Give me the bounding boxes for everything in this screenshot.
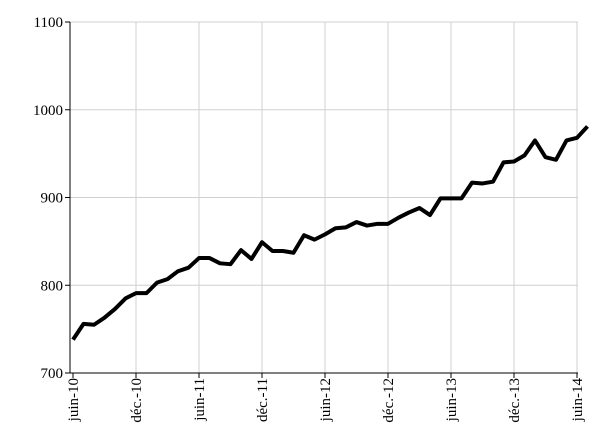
line	[71, 125, 589, 341]
x-tick-label: déc.-13	[507, 378, 523, 423]
x-tick-label: juin-11	[192, 378, 208, 422]
y-tick-label: 900	[41, 191, 64, 207]
y-tick-label: 800	[41, 278, 64, 294]
x-tick-label: juin-10	[66, 378, 82, 422]
x-tick-label: déc.-12	[381, 378, 397, 423]
y-tick-label: 1100	[34, 15, 63, 31]
y-tick-label: 1000	[33, 103, 63, 119]
y-tick-label: 700	[41, 366, 64, 382]
x-tick-label: juin-14	[570, 378, 586, 423]
x-tick-label: juin-12	[318, 378, 334, 422]
x-tick-label: juin-13	[444, 378, 460, 422]
x-tick-label: déc.-11	[255, 378, 271, 422]
x-tick-label: déc.-10	[129, 378, 145, 423]
